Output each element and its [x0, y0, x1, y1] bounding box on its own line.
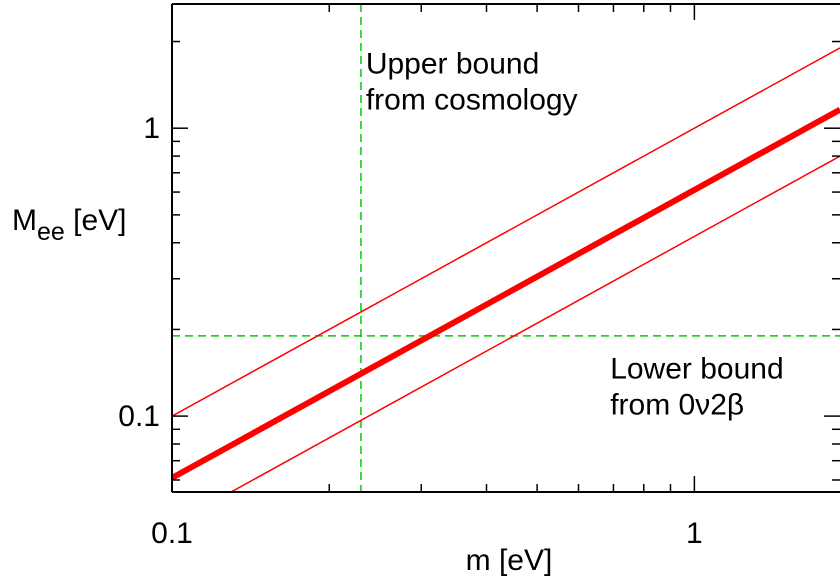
series-line-lower: [229, 155, 840, 492]
series-line-central: [172, 107, 840, 481]
cosmology-bound-annotation-line: Upper bound: [366, 47, 539, 80]
series-line-upper: [172, 47, 840, 417]
y-axis-label: Mee [eV]: [12, 204, 127, 246]
cosmology-bound-annotation-line: from cosmology: [366, 83, 578, 116]
y-tick-label: 0.1: [118, 400, 160, 433]
y-tick-label: 1: [143, 112, 160, 145]
double-beta-bound-annotation-line: Lower bound: [610, 353, 783, 386]
double-beta-bound-annotation-line: from 0ν2β: [610, 389, 744, 422]
x-axis-label: m [eV]: [466, 544, 553, 577]
x-tick-label: 0.1: [151, 517, 193, 550]
x-tick-label: 1: [686, 517, 703, 550]
